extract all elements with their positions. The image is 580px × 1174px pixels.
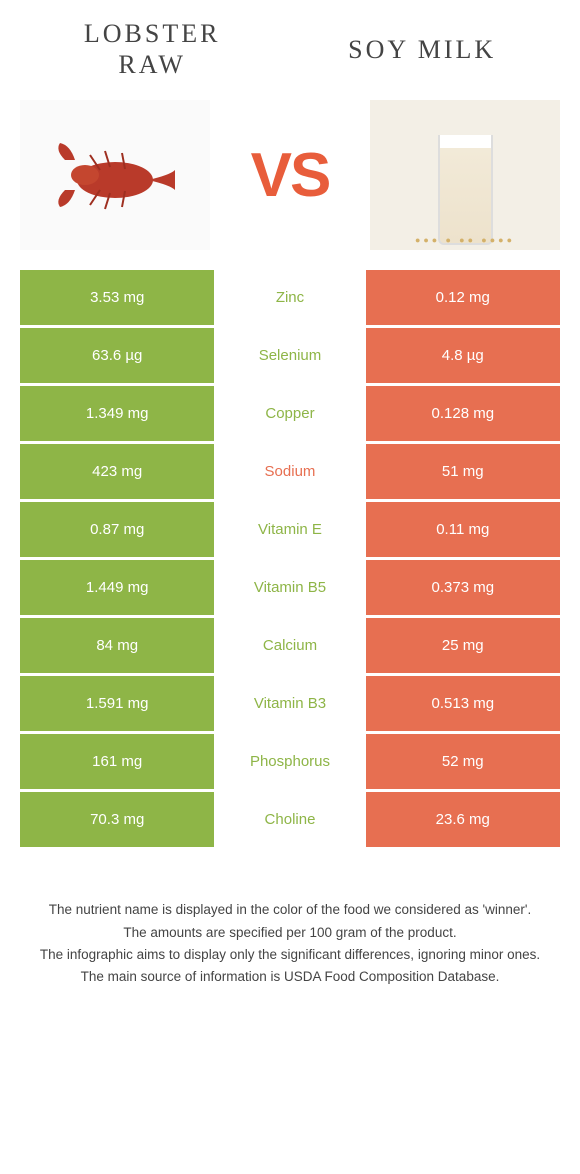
left-value-cell: 0.87 mg (20, 502, 214, 557)
right-value-cell: 4.8 µg (366, 328, 560, 383)
images-row: VS ●●● ● ●● ●●●● (0, 90, 580, 270)
right-value-cell: 0.12 mg (366, 270, 560, 325)
nutrient-row: 0.87 mgVitamin E0.11 mg (20, 502, 560, 557)
right-value-cell: 52 mg (366, 734, 560, 789)
nutrient-name-cell: Choline (214, 792, 365, 847)
nutrient-name-cell: Sodium (214, 444, 365, 499)
right-value-cell: 51 mg (366, 444, 560, 499)
right-value-cell: 23.6 mg (366, 792, 560, 847)
right-value-cell: 0.128 mg (366, 386, 560, 441)
nutrient-row: 423 mgSodium51 mg (20, 444, 560, 499)
infographic-container: LOBSTER RAW SOY MILK VS ●●● ● ●● (0, 0, 580, 1009)
right-food-image: ●●● ● ●● ●●●● (370, 100, 560, 250)
footer-line-4: The main source of information is USDA F… (35, 967, 545, 987)
left-value-cell: 70.3 mg (20, 792, 214, 847)
lobster-icon (40, 125, 190, 225)
nutrient-row: 3.53 mgZinc0.12 mg (20, 270, 560, 325)
nutrient-row: 161 mgPhosphorus52 mg (20, 734, 560, 789)
left-value-cell: 1.349 mg (20, 386, 214, 441)
nutrient-row: 70.3 mgCholine23.6 mg (20, 792, 560, 847)
nutrient-table: 3.53 mgZinc0.12 mg63.6 µgSelenium4.8 µg1… (20, 270, 560, 847)
nutrient-name-cell: Zinc (214, 270, 365, 325)
footer-line-3: The infographic aims to display only the… (35, 945, 545, 965)
nutrient-name-cell: Vitamin E (214, 502, 365, 557)
left-food-title: LOBSTER RAW (84, 18, 221, 80)
right-value-cell: 25 mg (366, 618, 560, 673)
right-food-title: SOY MILK (348, 34, 496, 65)
nutrient-name-cell: Calcium (214, 618, 365, 673)
nutrient-name-cell: Phosphorus (214, 734, 365, 789)
footer-notes: The nutrient name is displayed in the co… (0, 850, 580, 1009)
left-value-cell: 1.591 mg (20, 676, 214, 731)
right-value-cell: 0.373 mg (366, 560, 560, 615)
nutrient-row: 63.6 µgSelenium4.8 µg (20, 328, 560, 383)
left-value-cell: 161 mg (20, 734, 214, 789)
left-value-cell: 3.53 mg (20, 270, 214, 325)
right-value-cell: 0.11 mg (366, 502, 560, 557)
right-value-cell: 0.513 mg (366, 676, 560, 731)
nutrient-row: 84 mgCalcium25 mg (20, 618, 560, 673)
left-value-cell: 423 mg (20, 444, 214, 499)
nutrient-row: 1.591 mgVitamin B30.513 mg (20, 676, 560, 731)
header-row: LOBSTER RAW SOY MILK (0, 0, 580, 90)
left-value-cell: 84 mg (20, 618, 214, 673)
nutrient-name-cell: Vitamin B3 (214, 676, 365, 731)
nutrient-row: 1.349 mgCopper0.128 mg (20, 386, 560, 441)
nutrient-name-cell: Vitamin B5 (214, 560, 365, 615)
soymilk-icon: ●●● ● ●● ●●●● (405, 105, 525, 245)
left-value-cell: 63.6 µg (20, 328, 214, 383)
nutrient-name-cell: Selenium (214, 328, 365, 383)
left-value-cell: 1.449 mg (20, 560, 214, 615)
left-food-image (20, 100, 210, 250)
nutrient-row: 1.449 mgVitamin B50.373 mg (20, 560, 560, 615)
footer-line-2: The amounts are specified per 100 gram o… (35, 923, 545, 943)
vs-label: VS (251, 140, 330, 211)
nutrient-name-cell: Copper (214, 386, 365, 441)
footer-line-1: The nutrient name is displayed in the co… (35, 900, 545, 920)
